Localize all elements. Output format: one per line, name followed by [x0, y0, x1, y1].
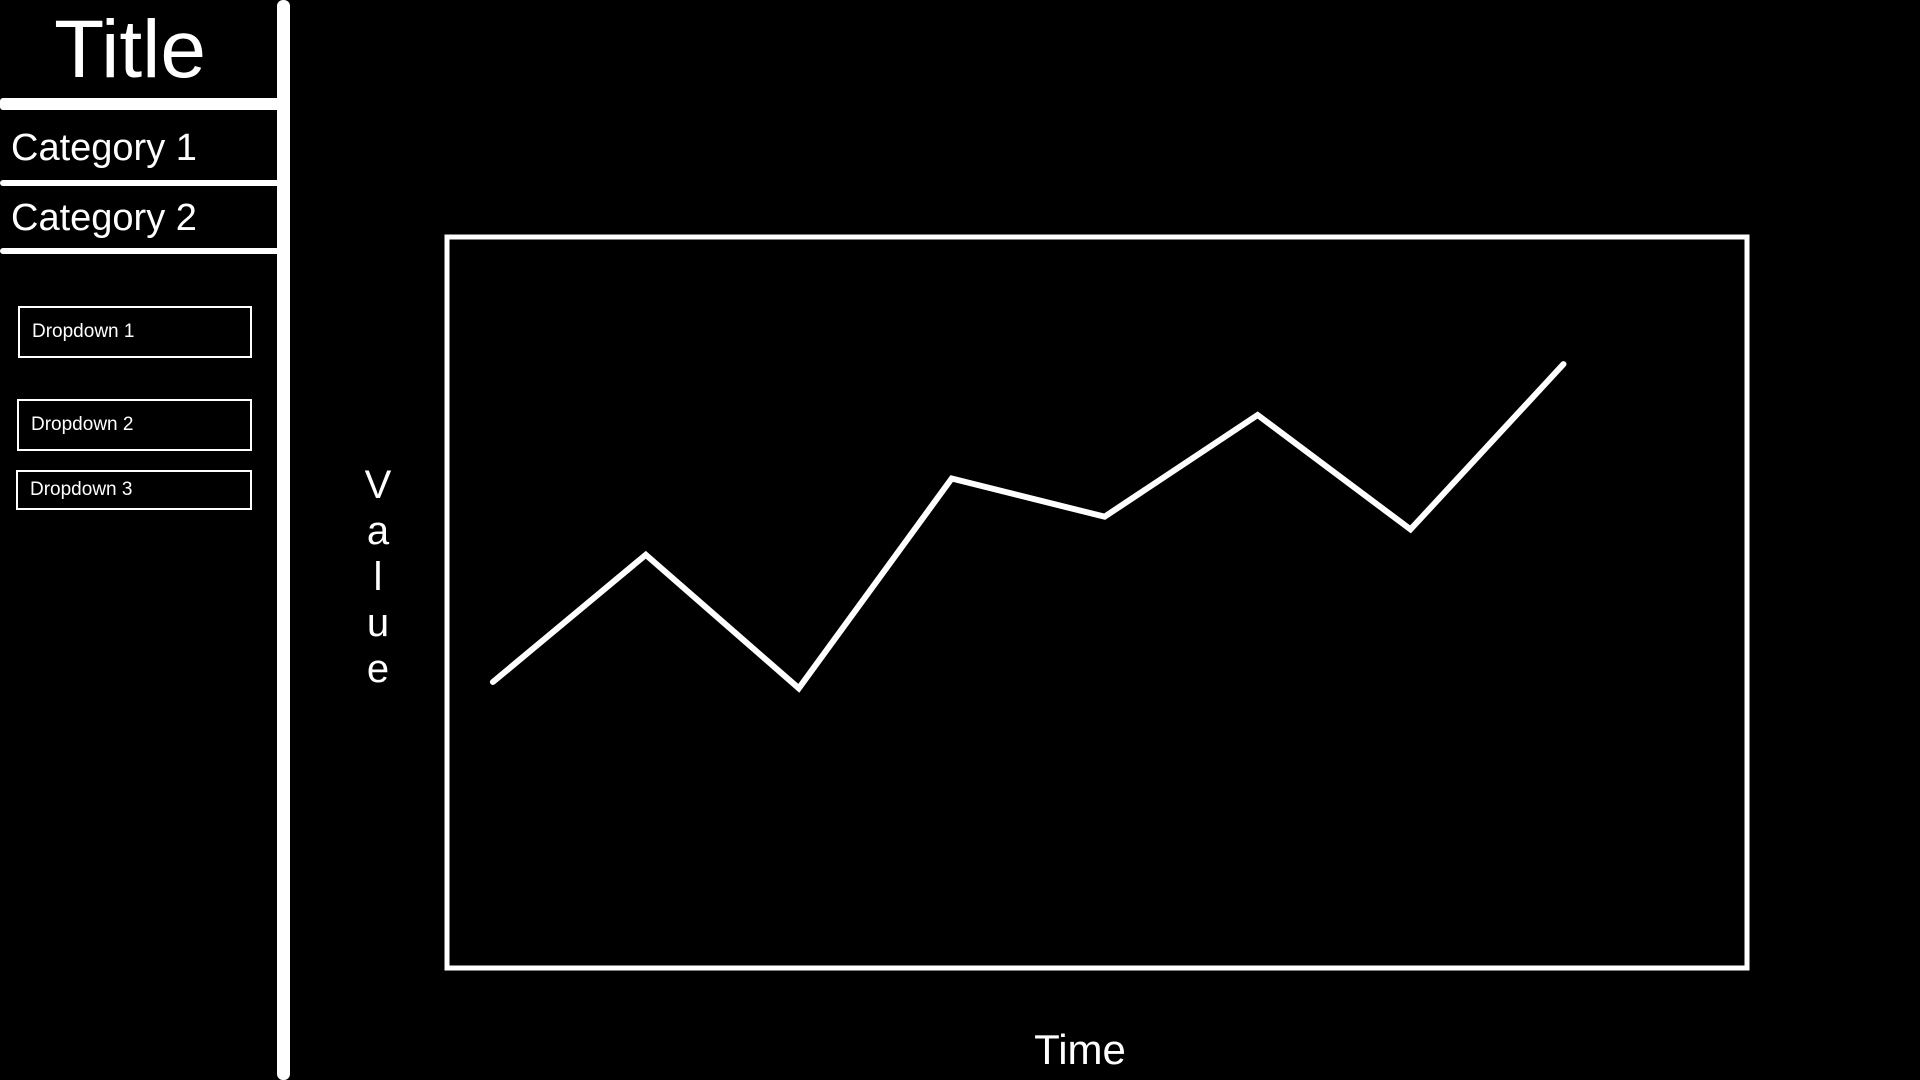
sidebar-item-category-1[interactable]: Category 1: [11, 127, 197, 169]
dropdown-3[interactable]: Dropdown 3: [16, 470, 252, 510]
dropdown-1[interactable]: Dropdown 1: [18, 306, 252, 358]
y-axis-label-letter: V: [364, 463, 392, 507]
x-axis-label: Time: [1034, 1026, 1126, 1073]
y-axis-label-letter: a: [366, 509, 390, 553]
category-divider-2: [0, 248, 280, 254]
y-axis-label-letter: l: [373, 555, 383, 599]
dropdown-3-label: Dropdown 3: [30, 479, 133, 500]
dropdown-2[interactable]: Dropdown 2: [17, 399, 252, 451]
sidebar-item-category-2[interactable]: Category 2: [11, 197, 197, 239]
series-layer: [489, 361, 1567, 693]
category-divider-1: [0, 180, 280, 186]
title-divider: [0, 98, 280, 110]
y-axis-label-letter: e: [366, 647, 390, 691]
plot-area-frame: [444, 234, 1750, 971]
sidebar-divider: [277, 0, 290, 1080]
sidebar: Title Category 1 Category 2 Dropdown 1 D…: [0, 0, 280, 1080]
series-line-1: [489, 361, 1567, 693]
dropdown-2-label: Dropdown 2: [31, 414, 134, 435]
dropdown-1-label: Dropdown 1: [32, 321, 135, 342]
page-title: Title: [54, 4, 206, 95]
y-axis-label-letter: u: [366, 601, 390, 645]
